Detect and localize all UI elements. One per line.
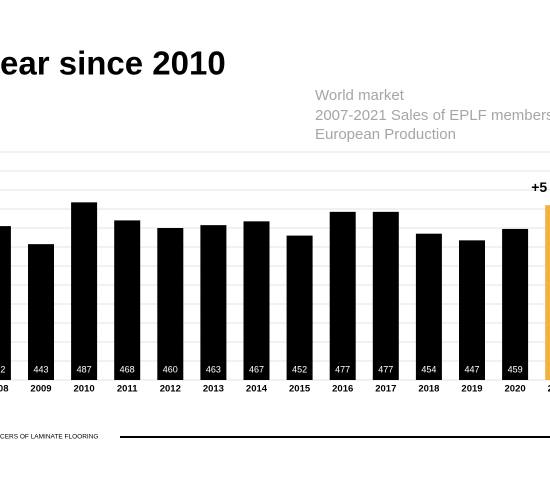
bar <box>459 240 485 380</box>
legend-line: 2007-2021 Sales of EPLF members <box>315 107 550 124</box>
value-label: 463 <box>206 364 221 374</box>
annotation: +5 <box>531 179 547 195</box>
bar <box>71 202 98 380</box>
x-tick-label: 2016 <box>332 384 353 395</box>
x-tick-label: 2014 <box>246 384 268 395</box>
x-tick-label: 2010 <box>74 384 95 395</box>
x-tick-label: 2015 <box>289 384 311 395</box>
x-tick-label: 2013 <box>203 384 224 395</box>
bar <box>200 225 227 380</box>
value-label: 477 <box>378 364 393 374</box>
bar <box>372 211 399 380</box>
bar <box>243 221 270 380</box>
value-label: 459 <box>508 364 523 374</box>
chart-title: ear since 2010 <box>0 45 226 82</box>
value-label: 477 <box>335 364 350 374</box>
value-label: 454 <box>421 364 436 374</box>
bar <box>502 228 529 380</box>
value-label: 467 <box>249 364 264 374</box>
value-label: 452 <box>292 364 307 374</box>
x-tick-label: 2021 <box>548 384 550 395</box>
bar <box>0 226 11 380</box>
value-label: 462 <box>0 364 5 374</box>
value-label: 468 <box>120 364 135 374</box>
footer: CERS OF LAMINATE FLOORING <box>0 434 98 441</box>
bar <box>286 235 313 380</box>
x-tick-label: 2011 <box>117 384 138 395</box>
legend-line: World market <box>315 87 405 104</box>
bar <box>157 228 184 380</box>
x-tick-label: 2008 <box>0 384 8 395</box>
bar <box>28 244 54 380</box>
x-tick-label: 2018 <box>418 384 439 395</box>
x-tick-label: 2017 <box>375 384 396 395</box>
bar <box>114 220 141 380</box>
bar <box>415 233 442 380</box>
bar <box>545 205 550 380</box>
x-tick-label: 2019 <box>461 384 482 395</box>
bar <box>329 211 356 380</box>
value-label: 487 <box>77 364 92 374</box>
value-label: 447 <box>464 364 479 374</box>
x-tick-label: 2009 <box>30 384 51 395</box>
value-label: 460 <box>163 364 178 374</box>
value-label: 443 <box>33 364 48 374</box>
legend-line: European Production <box>315 126 456 143</box>
x-tick-label: 2012 <box>160 384 181 395</box>
x-tick-label: 2020 <box>505 384 526 395</box>
